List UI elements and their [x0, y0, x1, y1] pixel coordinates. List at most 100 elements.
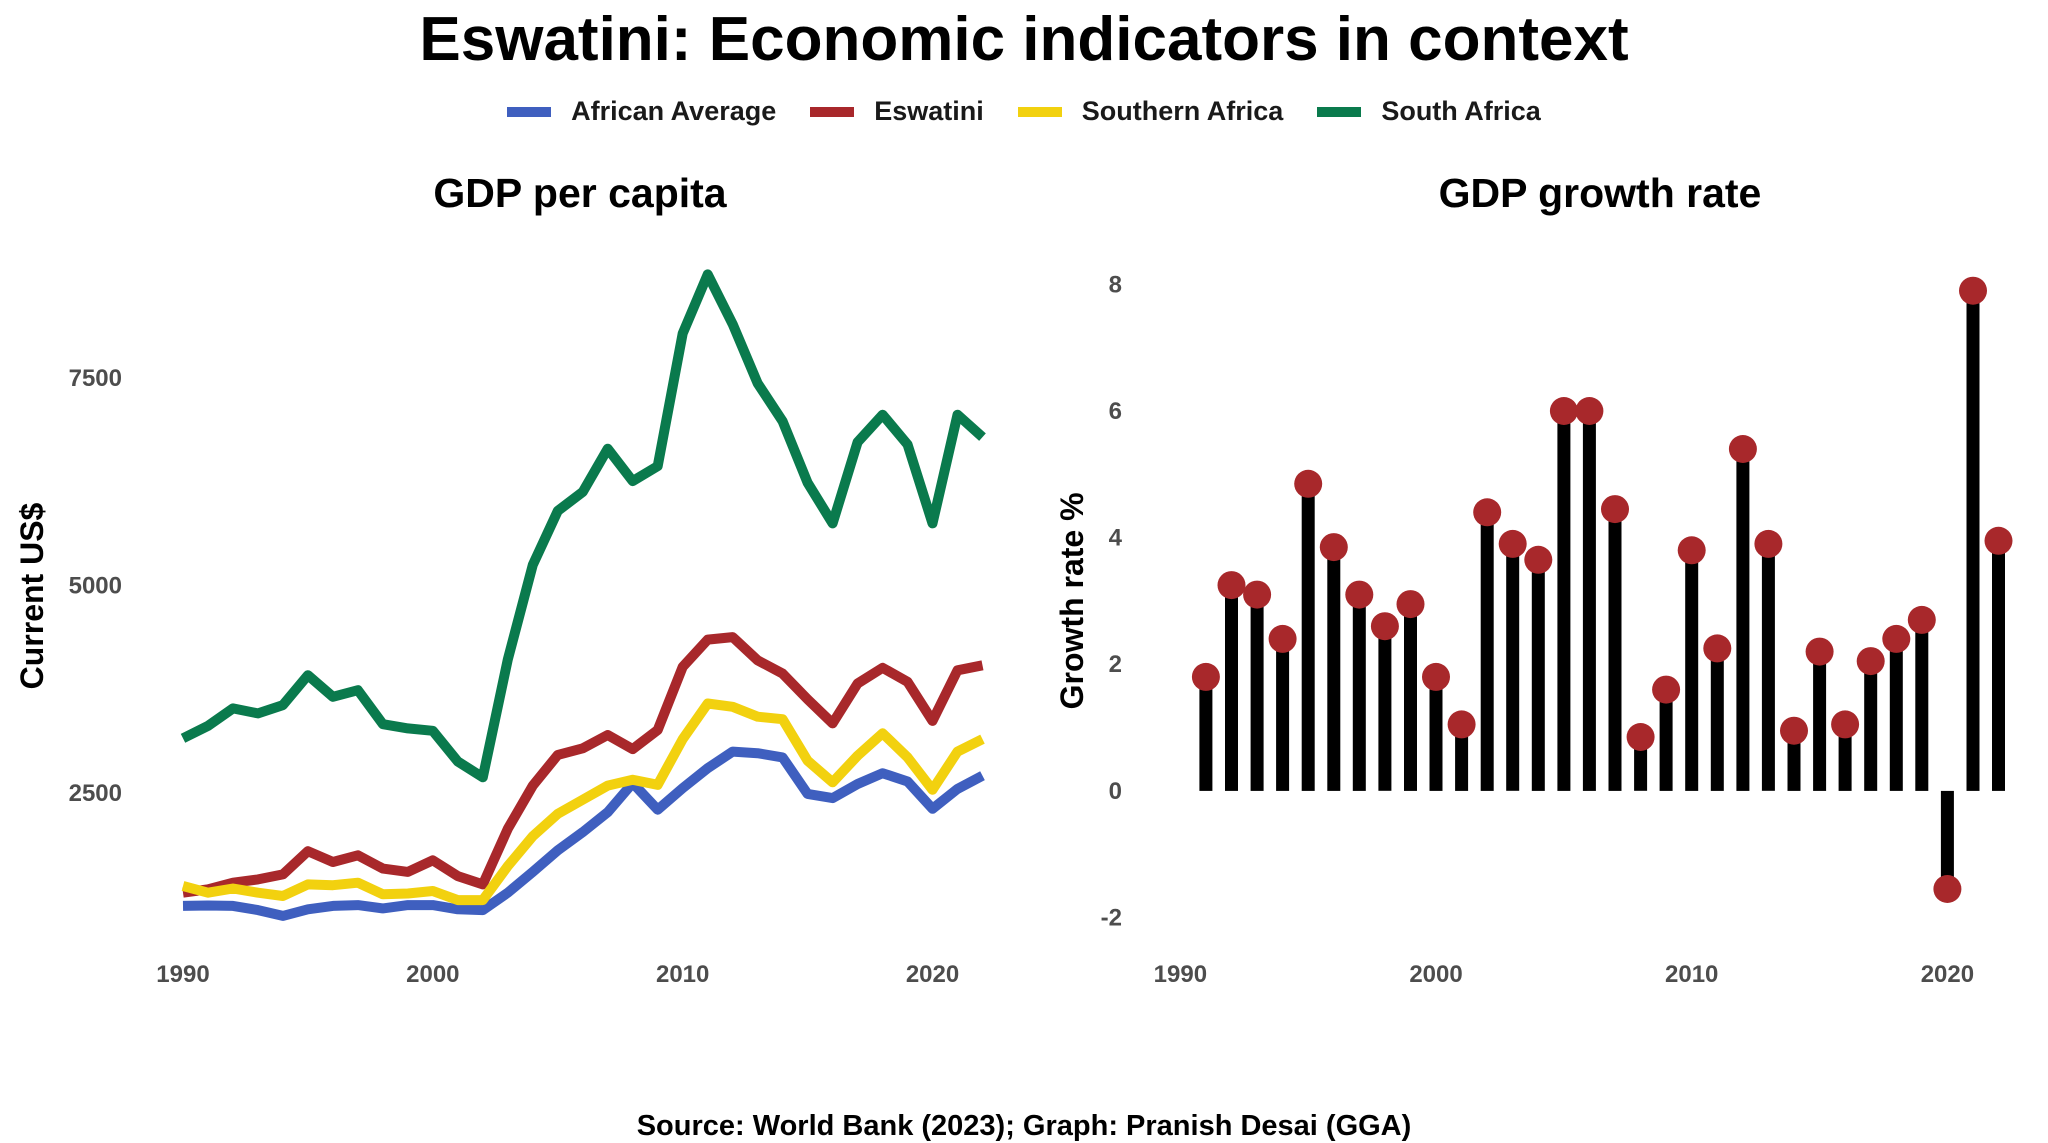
legend-label-south-africa: South Africa: [1381, 96, 1541, 126]
growth-point: [1191, 662, 1220, 691]
growth-point: [1370, 612, 1399, 641]
x-tick-label: 1990: [156, 961, 209, 988]
legend-swatch-south-africa: [1317, 106, 1362, 117]
source-note: Source: World Bank (2023); Graph: Pranis…: [636, 1110, 1412, 1142]
chart-main-title: Eswatini: Economic indicators in context: [419, 5, 1629, 74]
series-line-eswatini: [182, 632, 984, 898]
growth-point: [1652, 675, 1681, 704]
growth-bar: [1301, 483, 1315, 791]
growth-point: [1268, 624, 1297, 653]
gdp-growth-rate-title: GDP growth rate: [1438, 170, 1762, 216]
growth-point: [1856, 647, 1885, 676]
series-line-southern-africa: [181, 698, 985, 906]
growth-bar: [1710, 648, 1724, 791]
growth-bar: [1276, 638, 1290, 791]
growth-point: [1831, 710, 1860, 739]
growth-bar: [1480, 512, 1494, 791]
legend-item-eswatini: Eswatini: [810, 96, 984, 127]
growth-bar: [1225, 585, 1238, 791]
growth-point: [1754, 529, 1783, 558]
growth-bar: [1787, 730, 1801, 791]
growth-point: [1933, 875, 1962, 903]
growth-bar: [1531, 559, 1545, 791]
y-axis-title: Current US$: [14, 502, 50, 689]
y-tick-label: 6: [1109, 398, 1122, 425]
growth-point: [1294, 469, 1323, 498]
legend-item-african-average: African Average: [507, 96, 776, 127]
growth-bar: [1404, 604, 1417, 791]
growth-bar: [1327, 547, 1341, 791]
legend-swatch-african-average: [507, 106, 552, 117]
gdp-growth-rate-chart: -2 0 2 4 6 8 1990 2000 2010 2020 Growth rate %: [1054, 271, 2013, 988]
growth-bar: [1250, 594, 1264, 791]
legend-swatch-southern-africa: [1017, 106, 1062, 117]
growth-bar: [1582, 411, 1596, 791]
y-tick-label: 2: [1109, 651, 1122, 678]
y-tick-label: 2500: [69, 780, 122, 807]
y-axis-title: Growth rate %: [1054, 492, 1090, 709]
growth-point: [1422, 662, 1450, 691]
growth-bar: [1352, 594, 1366, 791]
growth-point: [1959, 276, 1987, 305]
legend-item-southern-africa: Southern Africa: [1017, 96, 1284, 127]
gdp-per-capita-title: GDP per capita: [433, 170, 727, 216]
y-tick-label: 8: [1109, 271, 1122, 298]
growth-point: [1907, 605, 1936, 634]
growth-bar: [1557, 411, 1571, 791]
growth-point: [1447, 710, 1476, 739]
x-tick-label: 1990: [1154, 961, 1207, 988]
growth-point: [1549, 397, 1578, 425]
growth-bar: [1608, 509, 1622, 791]
growth-point: [1882, 624, 1911, 653]
growth-point: [1703, 634, 1732, 663]
y-tick-label: 0: [1109, 778, 1122, 805]
legend-label-southern-africa: Southern Africa: [1081, 96, 1284, 126]
x-tick-label: 2020: [906, 961, 959, 988]
growth-bar: [1736, 449, 1750, 791]
growth-point: [1498, 529, 1527, 558]
growth-bar: [1915, 619, 1929, 791]
growth-bar: [1940, 790, 1954, 889]
growth-bar: [1199, 676, 1213, 791]
x-tick-label: 2000: [1409, 961, 1462, 988]
growth-point: [1780, 716, 1808, 745]
growth-point: [1677, 536, 1706, 565]
x-tick-label: 2020: [1921, 961, 1974, 988]
growth-bar: [1889, 638, 1903, 791]
series-line-african-average: [182, 746, 985, 921]
growth-bar: [1992, 540, 2005, 791]
y-tick-label: 4: [1109, 525, 1123, 552]
growth-point: [1473, 498, 1502, 527]
growth-bar: [1659, 689, 1673, 791]
growth-bar: [1455, 724, 1469, 791]
legend-label-eswatini: Eswatini: [874, 96, 984, 126]
y-tick-label: -2: [1101, 905, 1122, 932]
growth-point: [1805, 637, 1834, 666]
growth-bar: [1761, 543, 1775, 791]
growth-point: [1601, 495, 1629, 524]
x-tick-label: 2010: [656, 961, 709, 988]
legend: African Average Eswatini Southern Africa…: [0, 96, 2048, 127]
growth-bar: [1813, 651, 1827, 791]
legend-item-south-africa: South Africa: [1317, 96, 1541, 127]
growth-bar: [1506, 543, 1520, 791]
y-tick-label: 7500: [69, 365, 122, 392]
x-tick-label: 2010: [1665, 961, 1718, 988]
legend-label-african-average: African Average: [571, 96, 777, 126]
growth-point: [1319, 533, 1348, 562]
y-tick-label: 5000: [69, 573, 122, 600]
growth-bar: [1966, 290, 1980, 791]
legend-swatch-eswatini: [810, 106, 855, 117]
growth-point: [1984, 526, 2013, 555]
growth-point: [1345, 580, 1374, 609]
growth-bar: [1378, 626, 1392, 791]
growth-bar: [1685, 550, 1699, 791]
growth-point: [1217, 571, 1246, 600]
series-line-south-africa: [180, 269, 986, 783]
growth-point: [1626, 723, 1655, 751]
growth-bar: [1864, 661, 1878, 791]
growth-bar: [1429, 676, 1443, 791]
x-tick-label: 2000: [406, 961, 459, 988]
growth-bar: [1838, 724, 1852, 791]
growth-point: [1575, 397, 1604, 425]
